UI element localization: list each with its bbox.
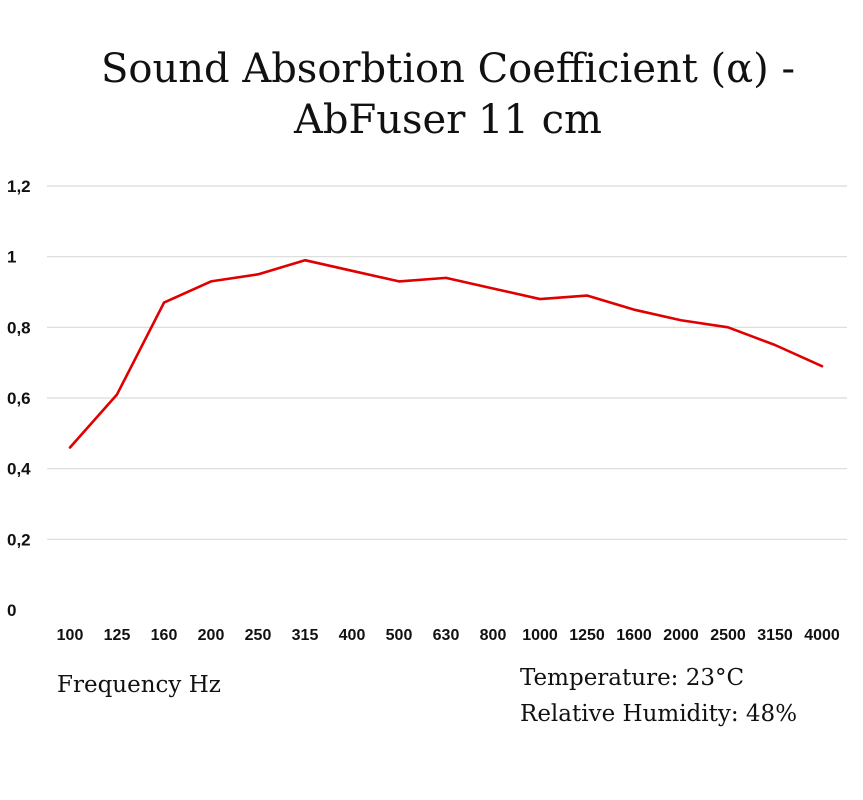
x-axis-tick-labels: 100 125 160 200 250 315 400 500 630 800 1000 1250 16…	[57, 627, 840, 644]
x-tick-label: 630	[433, 627, 460, 644]
y-axis-tick-labels: 0 0,2 0,4 0,6 0,8 1 1,2	[7, 177, 31, 620]
y-tick-label: 1	[7, 248, 16, 267]
x-tick-label: 500	[386, 627, 413, 644]
series-line	[68, 258, 824, 449]
annotation-humidity: Relative Humidity: 48%	[520, 701, 797, 727]
x-tick-label: 2500	[710, 627, 746, 644]
x-tick-label: 100	[57, 627, 84, 644]
x-tick-label: 4000	[804, 627, 840, 644]
x-tick-label: 3150	[757, 627, 793, 644]
x-tick-label: 200	[198, 627, 225, 644]
x-tick-label: 1600	[616, 627, 652, 644]
x-tick-label: 2000	[663, 627, 699, 644]
y-tick-label: 0	[7, 601, 16, 620]
y-tick-label: 0,4	[7, 460, 31, 479]
y-tick-label: 0,8	[7, 318, 31, 337]
x-tick-label: 125	[104, 627, 131, 644]
chart-title-line-1: Sound Absorbtion Coefficient (α) -	[101, 46, 795, 92]
annotation-temperature: Temperature: 23°C	[520, 665, 744, 691]
y-tick-label: 1,2	[7, 177, 31, 196]
y-tick-label: 0,6	[7, 389, 31, 408]
series-layer	[68, 258, 824, 449]
gridlines	[47, 185, 847, 540]
x-tick-label: 315	[292, 627, 319, 644]
x-tick-label: 400	[339, 627, 366, 644]
x-tick-label: 800	[480, 627, 507, 644]
x-axis-label: Frequency Hz	[57, 672, 221, 698]
y-tick-label: 0,2	[7, 530, 31, 549]
x-tick-label: 250	[245, 627, 272, 644]
x-tick-label: 1000	[522, 627, 558, 644]
x-tick-label: 160	[151, 627, 178, 644]
chart-title-line-2: AbFuser 11 cm	[293, 97, 602, 143]
x-tick-label: 1250	[569, 627, 605, 644]
